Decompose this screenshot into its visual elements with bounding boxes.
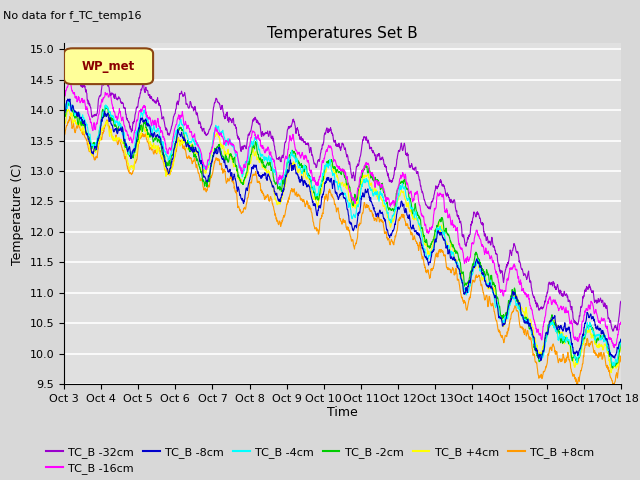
Legend: TC_B -32cm, TC_B -16cm, TC_B -8cm, TC_B -4cm, TC_B -2cm, TC_B +4cm, TC_B +8cm: TC_B -32cm, TC_B -16cm, TC_B -8cm, TC_B … — [42, 443, 598, 479]
TC_B +4cm — [607, 370, 615, 376]
TC_B -16cm — [316, 173, 324, 179]
TC_B +8cm — [602, 357, 609, 362]
TC_B -8cm — [499, 324, 506, 329]
TC_B -2cm — [60, 113, 68, 119]
TC_B +8cm — [89, 150, 97, 156]
TC_B -8cm — [331, 187, 339, 193]
TC_B -4cm — [60, 113, 68, 119]
TC_B -32cm — [67, 60, 75, 66]
TC_B -8cm — [601, 334, 609, 340]
TC_B -2cm — [601, 337, 609, 343]
TC_B +8cm — [60, 134, 68, 140]
TC_B -2cm — [499, 314, 506, 320]
TC_B +4cm — [316, 190, 324, 195]
TC_B -32cm — [331, 137, 339, 143]
TC_B +8cm — [601, 355, 609, 360]
TC_B -8cm — [66, 96, 74, 102]
Y-axis label: Temperature (C): Temperature (C) — [11, 163, 24, 264]
TC_B -2cm — [609, 365, 616, 371]
TC_B -32cm — [601, 301, 609, 307]
TC_B +4cm — [65, 107, 72, 112]
TC_B -4cm — [601, 337, 609, 343]
TC_B -2cm — [89, 144, 97, 149]
TC_B -16cm — [60, 92, 68, 98]
TC_B -4cm — [89, 142, 97, 147]
X-axis label: Time: Time — [327, 407, 358, 420]
TC_B -16cm — [331, 157, 339, 163]
TC_B -8cm — [617, 336, 625, 342]
TC_B -16cm — [601, 317, 609, 323]
TC_B -16cm — [499, 291, 506, 297]
TC_B -8cm — [316, 205, 324, 211]
Text: WP_met: WP_met — [82, 60, 135, 72]
TC_B -4cm — [331, 177, 339, 183]
TC_B -32cm — [601, 300, 609, 306]
TC_B -2cm — [617, 337, 625, 343]
TC_B -16cm — [89, 127, 97, 133]
TC_B -4cm — [617, 337, 625, 343]
Line: TC_B -16cm: TC_B -16cm — [64, 82, 621, 348]
TC_B -32cm — [617, 299, 625, 304]
TC_B +4cm — [60, 122, 68, 128]
TC_B -16cm — [601, 318, 609, 324]
TC_B +4cm — [499, 321, 506, 326]
TC_B -32cm — [60, 77, 68, 83]
TC_B +8cm — [617, 359, 625, 365]
TC_B +8cm — [66, 114, 74, 120]
TC_B +4cm — [601, 341, 609, 347]
Text: No data for f_TC_temp16: No data for f_TC_temp16 — [3, 11, 141, 22]
TC_B -8cm — [89, 150, 97, 156]
Line: TC_B +8cm: TC_B +8cm — [64, 117, 621, 385]
FancyBboxPatch shape — [64, 48, 153, 84]
TC_B -32cm — [609, 328, 617, 334]
TC_B +4cm — [331, 171, 339, 177]
Line: TC_B -2cm: TC_B -2cm — [64, 102, 621, 368]
Line: TC_B -32cm: TC_B -32cm — [64, 63, 621, 331]
Title: Temperatures Set B: Temperatures Set B — [267, 25, 418, 41]
TC_B -4cm — [611, 363, 618, 369]
TC_B +8cm — [573, 383, 581, 388]
TC_B -4cm — [65, 97, 72, 103]
TC_B +4cm — [89, 152, 97, 157]
TC_B -8cm — [60, 110, 68, 116]
TC_B -32cm — [499, 274, 506, 279]
TC_B -16cm — [611, 345, 618, 350]
TC_B +8cm — [331, 201, 339, 207]
TC_B -32cm — [89, 114, 97, 120]
TC_B -32cm — [316, 153, 324, 158]
TC_B +8cm — [316, 216, 324, 222]
TC_B -2cm — [65, 99, 72, 105]
Line: TC_B +4cm: TC_B +4cm — [64, 109, 621, 373]
TC_B -2cm — [601, 335, 609, 340]
TC_B +8cm — [499, 335, 506, 341]
TC_B -2cm — [316, 187, 324, 193]
TC_B -2cm — [331, 164, 339, 169]
TC_B -4cm — [316, 185, 324, 191]
TC_B -4cm — [499, 320, 506, 325]
TC_B -4cm — [601, 336, 609, 342]
Line: TC_B -8cm: TC_B -8cm — [64, 99, 621, 360]
Line: TC_B -4cm: TC_B -4cm — [64, 100, 621, 366]
TC_B +4cm — [601, 341, 609, 347]
TC_B -16cm — [65, 79, 73, 84]
TC_B +4cm — [617, 344, 625, 349]
TC_B -8cm — [602, 335, 609, 340]
TC_B -16cm — [617, 321, 625, 326]
TC_B -8cm — [537, 358, 545, 363]
